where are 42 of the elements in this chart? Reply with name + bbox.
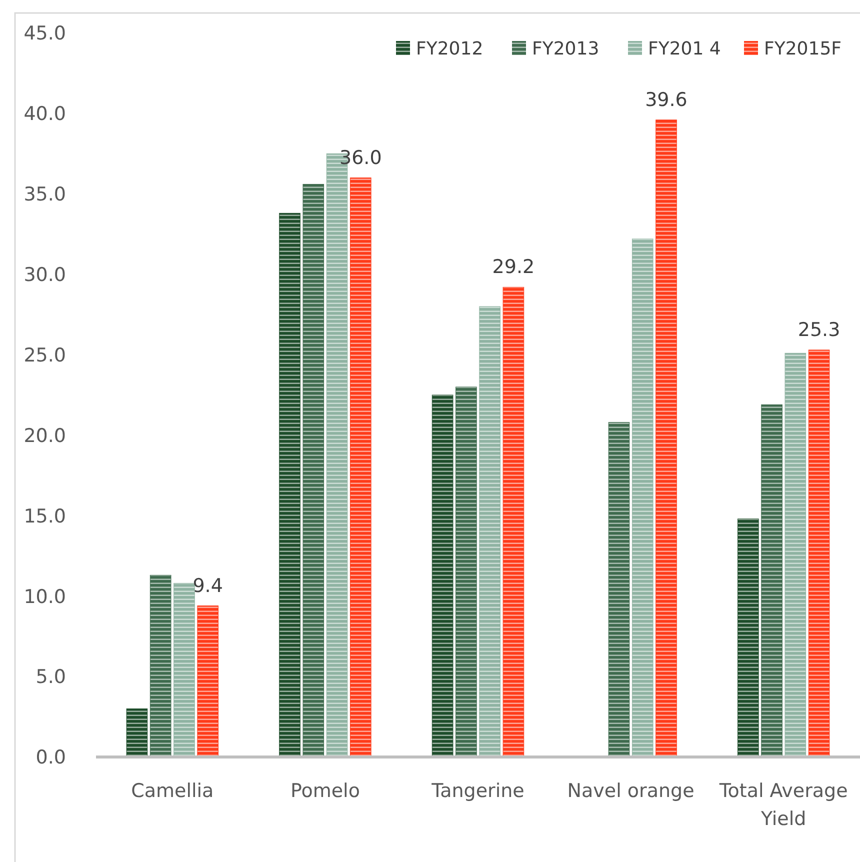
bar [738,518,759,758]
x-tick-label: Tangerine [430,780,524,802]
bar [197,606,218,758]
legend-label: FY2012 [416,38,484,60]
bar [479,306,500,758]
data-label: 39.6 [645,88,688,111]
bar [126,708,148,758]
y-tick-label: 5.0 [36,666,66,688]
bar [456,386,477,758]
y-tick-label: 10.0 [24,586,66,608]
bar [432,394,454,758]
bar [502,286,524,758]
bar [608,422,630,758]
y-tick-label: 20.0 [24,424,66,447]
y-tick-label: 40.0 [24,103,66,126]
data-label: 25.3 [798,318,840,341]
y-tick-label: 35.0 [24,184,66,206]
legend-label: FY2015F [764,38,842,60]
bar [761,404,782,758]
bar [808,350,830,758]
bar [656,120,677,758]
y-tick-label: 15.0 [24,505,66,528]
x-tick-label: Pomelo [290,780,360,802]
data-label: 36.0 [339,146,382,169]
legend-label: FY201 4 [648,38,721,60]
legend-label: FY2013 [532,38,600,60]
data-label: 9.4 [192,574,223,597]
y-tick-label: 45.0 [24,22,66,45]
bar [350,178,372,758]
y-tick-label: 25.0 [24,344,66,366]
bar [150,574,172,758]
y-tick-label: 30.0 [24,264,66,286]
x-tick-label: Navel orange [567,780,694,802]
data-label: 29.2 [492,256,535,278]
bar [302,184,324,758]
bar [632,238,654,758]
bar [174,582,195,758]
x-tick-label: Total Average Yield [718,780,848,830]
y-tick-label: 0.0 [36,746,66,769]
bar [784,352,806,758]
x-tick-label: Camellia [131,780,214,802]
bar [279,212,300,758]
